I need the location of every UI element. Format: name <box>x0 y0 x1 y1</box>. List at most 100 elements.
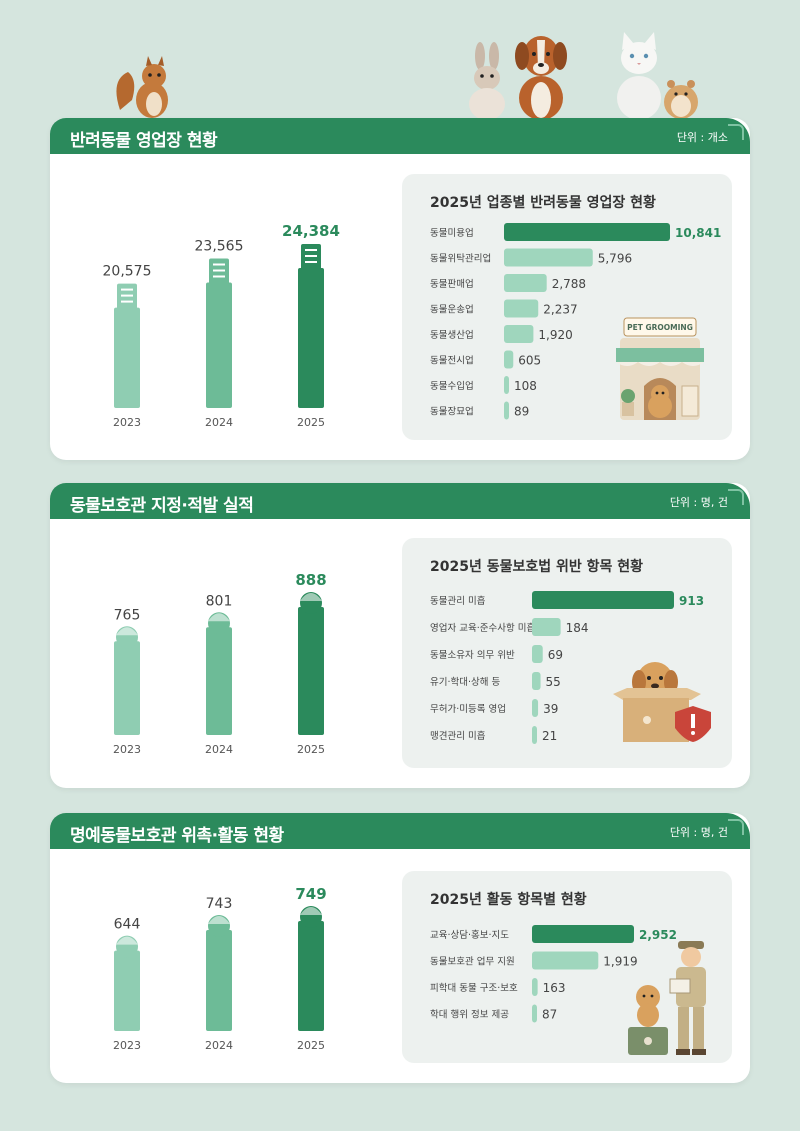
corner-decoration <box>728 489 744 505</box>
year-bar-group: 644 2023 <box>113 917 141 1052</box>
category-label: 동물판매업 <box>430 278 474 290</box>
dog-illustration <box>515 36 567 120</box>
officer-cap <box>116 936 138 945</box>
category-row: 동물미용업 10,841 <box>430 223 721 241</box>
year-label: 2023 <box>113 1039 141 1052</box>
value-label: 163 <box>543 981 566 995</box>
category-row: 동물생산업 1,920 <box>430 325 573 343</box>
category-label: 동물장묘업 <box>430 406 474 418</box>
squirrel-illustration <box>116 56 168 118</box>
category-row: 영업자 교육·준수사항 미흡 184 <box>430 618 589 636</box>
value-label: 765 <box>114 607 141 623</box>
panel-honorary-protection: 명예동물보호관 위촉·활동 현황 단위 : 명, 건 644 2023 743 202… <box>50 813 750 1083</box>
building-window <box>305 261 317 263</box>
category-row: 학대 행위 정보 제공 87 <box>430 1004 557 1023</box>
year-bar-group: 20,575 2023 <box>103 264 152 429</box>
category-label: 교육·상담·홍보·지도 <box>430 929 509 941</box>
building-window <box>305 255 317 257</box>
category-label: 동물위탁관리업 <box>430 253 491 265</box>
value-label: 749 <box>295 885 326 903</box>
year-bar <box>298 607 324 735</box>
category-bar-chart: 동물미용업 10,841 동물위탁관리업 5,796 동물판매업 2,788 동물운송업 2,… <box>430 223 721 420</box>
category-bar <box>532 699 539 717</box>
category-bar <box>532 672 541 690</box>
category-label: 동물운송업 <box>430 304 474 316</box>
category-label: 동물관리 미흡 <box>430 595 486 607</box>
year-label: 2024 <box>205 416 233 429</box>
category-label: 동물수입업 <box>430 380 474 392</box>
category-bar <box>504 223 670 241</box>
building-window <box>121 300 133 303</box>
value-label: 1,920 <box>538 328 572 342</box>
pet-grooming-shop-illustration: PET GROOMING <box>616 317 704 420</box>
category-row: 동물보호관 업무 지원 1,919 <box>430 951 638 970</box>
category-row: 교육·상담·홍보·지도 2,952 <box>430 925 677 943</box>
value-label: 55 <box>546 675 561 689</box>
building-window <box>121 294 133 297</box>
value-label: 2,788 <box>552 277 586 291</box>
category-row: 유기·학대·상해 등 55 <box>430 672 561 690</box>
value-label: 5,796 <box>598 252 632 266</box>
year-bar <box>114 307 140 408</box>
building-window <box>213 275 225 278</box>
category-label: 동물미용업 <box>430 227 474 239</box>
category-bar <box>504 350 514 369</box>
value-label: 39 <box>543 702 558 716</box>
building-window <box>213 269 225 272</box>
card-title: 2025년 활동 항목별 현황 <box>430 892 587 908</box>
year-bar <box>206 282 232 408</box>
category-bar-chart: 교육·상담·홍보·지도 2,952 동물보호관 업무 지원 1,919 피학대 동물 구… <box>430 925 677 1023</box>
category-bar <box>532 591 674 609</box>
year-bar-group: 23,565 2024 <box>195 238 244 429</box>
building-window <box>121 288 133 291</box>
category-row: 동물판매업 2,788 <box>430 274 586 292</box>
value-label: 1,919 <box>603 955 637 969</box>
value-label: 89 <box>514 405 529 419</box>
year-bar-group: 765 2023 <box>113 607 141 756</box>
category-row: 동물관리 미흡 913 <box>430 591 704 609</box>
card-title: 2025년 업종별 반려동물 영업장 현황 <box>430 195 656 211</box>
category-label: 학대 행위 정보 제공 <box>430 1009 509 1021</box>
panel-animal-protection: 동물보호관 지정·적발 실적 단위 : 명, 건 765 2023 801 2024 8… <box>50 483 750 788</box>
category-bar <box>504 376 509 394</box>
category-bar <box>532 951 599 970</box>
category-row: 동물장묘업 89 <box>430 401 529 420</box>
category-bar <box>532 1004 537 1023</box>
officer-cap <box>116 627 138 636</box>
value-label: 743 <box>206 896 233 912</box>
category-label: 동물소유자 의무 위반 <box>430 649 515 661</box>
value-label: 605 <box>518 354 541 368</box>
year-label: 2025 <box>297 1039 325 1052</box>
unit-label: 단위 : 명, 건 <box>669 826 728 839</box>
category-label: 동물전시업 <box>430 355 474 367</box>
category-bar <box>532 978 538 996</box>
building-window <box>213 263 225 266</box>
value-label: 20,575 <box>103 264 152 280</box>
officer-cap <box>208 613 230 622</box>
year-bar <box>114 950 140 1031</box>
year-label: 2025 <box>297 416 325 429</box>
value-label: 87 <box>542 1008 557 1022</box>
category-row: 피학대 동물 구조·보호 163 <box>430 978 566 996</box>
corner-decoration <box>728 819 744 835</box>
panel-pet-business: 반려동물 영업장 현황 단위 : 개소 20,575 2023 23,565 2024… <box>50 118 750 460</box>
corner-decoration <box>728 124 744 140</box>
section-title: 반려동물 영업장 현황 <box>70 131 218 151</box>
unit-label: 단위 : 명, 건 <box>669 496 728 509</box>
officer-cap <box>208 915 230 924</box>
year-label: 2025 <box>297 743 325 756</box>
value-label: 24,384 <box>282 222 340 240</box>
puppy-in-box-illustration <box>613 662 711 742</box>
category-row: 동물수입업 108 <box>430 376 537 394</box>
panel-header: 명예동물보호관 위촉·활동 현황 단위 : 명, 건 <box>50 813 750 849</box>
panel-header: 반려동물 영업장 현황 단위 : 개소 <box>50 118 750 154</box>
year-label: 2023 <box>113 416 141 429</box>
category-bar-chart: 동물관리 미흡 913 영업자 교육·준수사항 미흡 184 동물소유자 의무 위반 69… <box>430 591 704 744</box>
category-row: 동물운송업 2,237 <box>430 299 578 318</box>
cat-illustration <box>617 32 661 120</box>
category-bar <box>532 726 537 744</box>
year-bar-group: 24,384 2025 <box>282 222 340 429</box>
year-bar-group: 749 2025 <box>295 885 326 1052</box>
shop-sign-text: PET GROOMING <box>627 323 693 332</box>
building-window <box>305 249 317 251</box>
